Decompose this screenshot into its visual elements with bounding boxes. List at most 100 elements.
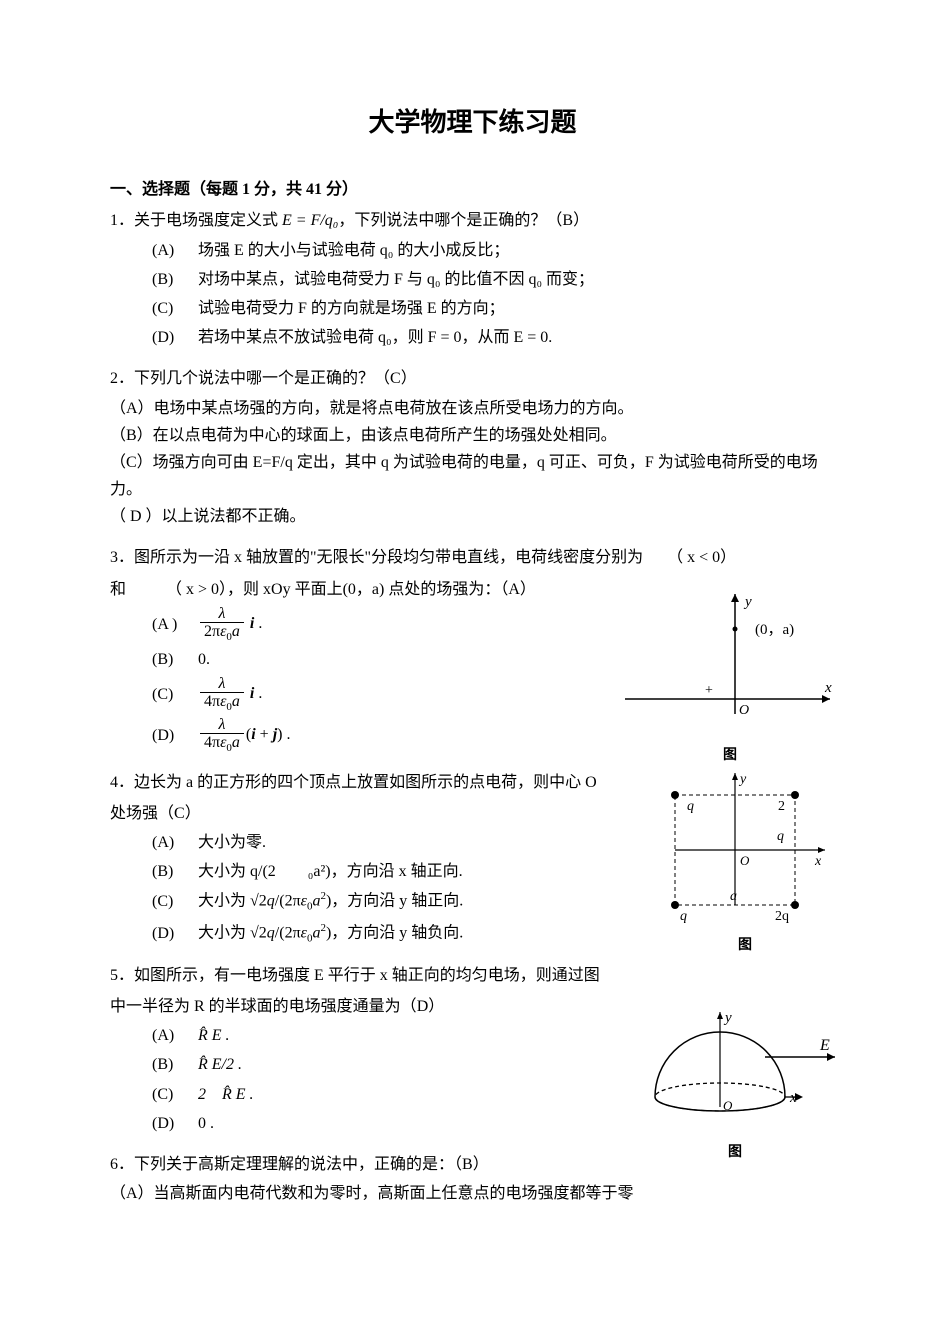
q3-axes-svg: (0，a) y x O + bbox=[615, 584, 845, 734]
q1-stem-post: ） bbox=[573, 212, 589, 229]
q6-answer: B bbox=[462, 1156, 473, 1173]
q1-D: 若场中某点不放试验电荷 q₀，则 F = 0，从而 E = 0. bbox=[198, 324, 552, 351]
q1-A: 场强 E 的大小与试验电荷 q₀ 的大小成反比； bbox=[198, 237, 509, 264]
q4-D-pre: 大小为 bbox=[198, 924, 250, 941]
opt-label: (C) bbox=[152, 1081, 186, 1108]
q3-origin-label: O bbox=[739, 703, 749, 718]
q5-opt-B: (B)R̂ E/2 . bbox=[152, 1051, 532, 1078]
q4-diagram-caption: 图 bbox=[645, 934, 845, 958]
q6-A: （A）当高斯面内电荷代数和为零时，高斯面上任意点的电场强度都等于零 bbox=[110, 1180, 835, 1207]
q4-square-svg: q 2 q q 2q a y x O bbox=[645, 765, 845, 925]
q4-C-post: ，方向沿 y 轴正向. bbox=[331, 893, 463, 910]
q1-options: (A) 场强 E 的大小与试验电荷 q₀ 的大小成反比； (B) 对场中某点，试验电… bbox=[110, 237, 835, 352]
opt-label: (B) bbox=[152, 858, 186, 885]
q2-C: （C）场强方向可由 E=F/q 定出，其中 q 为试验电荷的电量，q 可正、可负… bbox=[110, 449, 835, 503]
opt-label: (C) bbox=[152, 295, 186, 322]
opt-label: (B) bbox=[152, 266, 186, 293]
opt-label: (C) bbox=[152, 681, 186, 708]
q3-C-formula: λ4πε0a i . bbox=[198, 675, 262, 714]
q5-stem-b: 中一半径为 R 的半球面的电场强度通量为（ bbox=[110, 998, 417, 1015]
q1-answer: B bbox=[562, 212, 573, 229]
q1-B: 对场中某点，试验电荷受力 F 与 q₀ 的比值不因 q₀ 而变； bbox=[198, 266, 594, 293]
opt-label: (A ) bbox=[152, 611, 186, 638]
q1-formula: E = F/q₀ bbox=[282, 212, 338, 229]
opt-label: (D) bbox=[152, 324, 186, 351]
q4-q-br: 2q bbox=[775, 909, 789, 924]
q4-x-label: x bbox=[814, 854, 822, 869]
q3-opt-D: (D) λ4πε0a(i + j) . bbox=[152, 716, 532, 755]
q6-stem: 6．下列关于高斯定理理解的说法中，正确的是：（B） bbox=[110, 1151, 835, 1178]
q2-stem-post: ） bbox=[401, 370, 417, 387]
q5-options: (A)R̂ E . (B)R̂ E/2 . (C)2 R̂ E . (D)0 . bbox=[110, 1022, 532, 1137]
q4-y-label: y bbox=[738, 772, 747, 787]
q5-diagram: E x y O 图 bbox=[625, 1002, 845, 1165]
q5-E-label: E bbox=[819, 1037, 830, 1054]
q5-hemisphere-svg: E x y O bbox=[625, 1002, 845, 1132]
q3-diagram: (0，a) y x O + 图 bbox=[615, 584, 845, 767]
q4-C-formula: 大小为 √2q/(2πε0a2)，方向沿 y 轴正向. bbox=[198, 887, 463, 916]
q2-answer: C bbox=[390, 370, 401, 387]
q6-stem-text: 6．下列关于高斯定理理解的说法中，正确的是：（ bbox=[110, 1156, 462, 1173]
q4-options: (A)大小为零. (B)大小为 q/(2 ₀a²)，方向沿 x 轴正向. (C)… bbox=[110, 829, 602, 948]
q3-stem-a: 3．图所示为一沿 x 轴放置的"无限长"分段均匀带电直线，电荷线密度分别为 （ … bbox=[110, 544, 835, 571]
q5-D: 0 . bbox=[198, 1110, 214, 1137]
q5-B: R̂ E/2 . bbox=[198, 1051, 242, 1078]
q3-x-label: x bbox=[824, 680, 832, 696]
q1-opt-D: (D) 若场中某点不放试验电荷 q₀，则 F = 0，从而 E = 0. bbox=[152, 324, 835, 351]
q2-A: （A）电场中某点场强的方向，就是将点电荷放在该点所受电场力的方向。 bbox=[110, 395, 835, 422]
question-6: 6．下列关于高斯定理理解的说法中，正确的是：（B） （A）当高斯面内电荷代数和为… bbox=[110, 1151, 835, 1207]
q2-B: （B）在以点电荷为中心的球面上，由该点电荷所产生的场强处处相同。 bbox=[110, 422, 835, 449]
q1-stem-mid: ，下列说法中哪个是正确的？（ bbox=[338, 212, 562, 229]
opt-label: (D) bbox=[152, 722, 186, 749]
q2-stem: 2．下列几个说法中哪一个是正确的？（C） bbox=[110, 365, 835, 392]
q3-stem-post: ） bbox=[520, 581, 536, 598]
q5-origin: O bbox=[723, 1098, 733, 1113]
q2-D: （ D ）以上说法都不正确。 bbox=[110, 503, 835, 530]
q3-answer: A bbox=[508, 581, 520, 598]
q3-plus: + bbox=[705, 683, 713, 698]
q4-B: 大小为 q/(2 ₀a²)，方向沿 x 轴正向. bbox=[198, 858, 463, 885]
question-4: 4．边长为 a 的正方形的四个顶点上放置如图所示的点电荷，则中心 O 处场强（C… bbox=[110, 769, 835, 948]
question-2: 2．下列几个说法中哪一个是正确的？（C） （A）电场中某点场强的方向，就是将点电… bbox=[110, 365, 835, 530]
q4-answer: C bbox=[174, 805, 185, 822]
q4-A: 大小为零. bbox=[198, 829, 266, 856]
q1-stem-pre: 1．关于电场强度定义式 bbox=[110, 212, 282, 229]
q4-q-bl: q bbox=[680, 909, 687, 924]
q4-D-formula: 大小为 √2q/(2πε0a2)，方向沿 y 轴负向. bbox=[198, 919, 463, 948]
q4-opt-C: (C) 大小为 √2q/(2πε0a2)，方向沿 y 轴正向. bbox=[152, 887, 602, 916]
q5-opt-A: (A) R̂ E . bbox=[152, 1022, 532, 1049]
opt-label: (A) bbox=[152, 1022, 186, 1049]
q4-q-tl: q bbox=[687, 799, 694, 814]
q4-origin: O bbox=[740, 853, 750, 868]
q4-a-label: a bbox=[730, 889, 737, 904]
q4-D-post: ，方向沿 y 轴负向. bbox=[331, 924, 463, 941]
q3-A-formula: λ2πε0a i . bbox=[198, 605, 262, 644]
q4-q-mr: q bbox=[777, 829, 784, 844]
q3-stem-b: 和 （ x > 0），则 xOy 平面上(0，a) 点处的场强为：（ bbox=[110, 581, 508, 598]
q3-options: (A ) λ2πε0a i . (B) 0. (C) λ4πε0a i . (D… bbox=[110, 605, 532, 755]
q4-diagram: q 2 q q 2q a y x O 图 bbox=[645, 765, 845, 958]
q4-stem-a: 4．边长为 a 的正方形的四个顶点上放置如图所示的点电荷，则中心 O bbox=[110, 769, 630, 796]
opt-label: (C) bbox=[152, 888, 186, 915]
q5-A: R̂ E . bbox=[198, 1022, 230, 1049]
q3-opt-A: (A ) λ2πε0a i . bbox=[152, 605, 532, 644]
q4-stem-post: ） bbox=[185, 805, 201, 822]
opt-label: (A) bbox=[152, 237, 186, 264]
q1-C: 试验电荷受力 F 的方向就是场强 E 的方向； bbox=[198, 295, 505, 322]
q1-stem: 1．关于电场强度定义式 E = F/q₀，下列说法中哪个是正确的？（B） bbox=[110, 207, 835, 234]
opt-label: (B) bbox=[152, 646, 186, 673]
page: 大学物理下练习题 一、选择题（每题 1 分，共 41 分） 1．关于电场强度定义… bbox=[0, 0, 945, 1337]
q6-stem-post: ） bbox=[473, 1156, 489, 1173]
q5-stem-a: 5．如图所示，有一电场强度 E 平行于 x 轴正向的均匀电场，则通过图 bbox=[110, 962, 630, 989]
q3-point-label: (0，a) bbox=[755, 622, 794, 638]
q1-opt-A: (A) 场强 E 的大小与试验电荷 q₀ 的大小成反比； bbox=[152, 237, 835, 264]
q4-stem-b: 处场强（ bbox=[110, 805, 174, 822]
q1-opt-C: (C) 试验电荷受力 F 的方向就是场强 E 的方向； bbox=[152, 295, 835, 322]
q3-opt-C: (C) λ4πε0a i . bbox=[152, 675, 532, 714]
q5-C: 2 R̂ E . bbox=[198, 1081, 254, 1108]
question-1: 1．关于电场强度定义式 E = F/q₀，下列说法中哪个是正确的？（B） (A)… bbox=[110, 207, 835, 351]
q5-answer: D bbox=[417, 998, 429, 1015]
q1-opt-B: (B) 对场中某点，试验电荷受力 F 与 q₀ 的比值不因 q₀ 而变； bbox=[152, 266, 835, 293]
q4-C-pre: 大小为 bbox=[198, 893, 250, 910]
question-3: 3．图所示为一沿 x 轴放置的"无限长"分段均匀带电直线，电荷线密度分别为 （ … bbox=[110, 544, 835, 754]
